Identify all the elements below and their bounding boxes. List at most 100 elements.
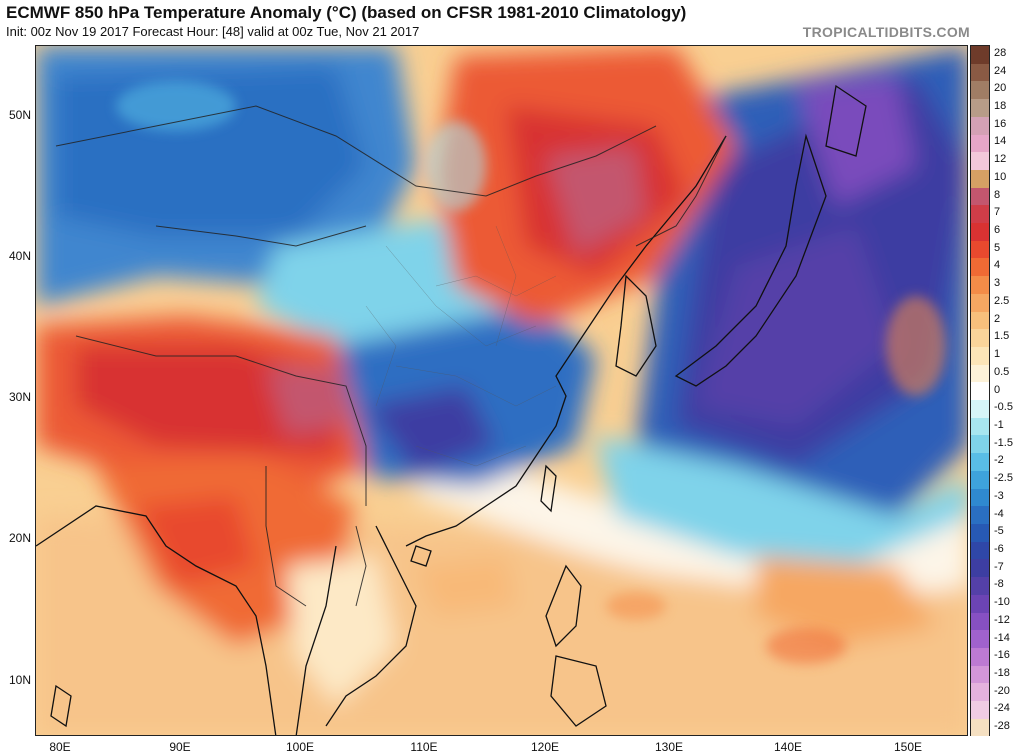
colorbar-swatch [971, 311, 989, 330]
colorbar-tick-label: 4 [994, 259, 1001, 272]
province-borders [365, 225, 557, 467]
colorbar-swatch [971, 506, 989, 524]
lon-label-100e: 100E [285, 740, 315, 754]
colorbar-swatch [971, 240, 989, 259]
colorbar-swatch [971, 683, 989, 702]
colorbar-tick-label: -2 [994, 454, 1004, 467]
colorbar-swatch [971, 701, 989, 719]
forecast-info: Init: 00z Nov 19 2017 Forecast Hour: [48… [6, 24, 420, 39]
colorbar-swatch [971, 665, 989, 684]
colorbar-tick-label: 1 [994, 348, 1001, 361]
lat-label-50n: 50N [8, 108, 31, 122]
colorbar-tick-label: 2.5 [994, 294, 1010, 307]
colorbar-tick-label: -5 [994, 525, 1004, 538]
colorbar-tick-label: 20 [994, 82, 1007, 95]
lat-label-10n: 10N [8, 673, 31, 687]
colorbar-tick-label: -3 [994, 489, 1004, 502]
colorbar-swatch [971, 612, 989, 631]
colorbar-swatch [971, 541, 989, 560]
colorbar-tick-label: -8 [994, 578, 1004, 591]
colorbar-swatch [971, 152, 989, 170]
lon-label-130e: 130E [654, 740, 684, 754]
colorbar-tick-label: 0 [994, 383, 1001, 396]
colorbar-swatch [971, 382, 989, 401]
colorbar-swatch [971, 99, 989, 117]
lon-label-140e: 140E [773, 740, 803, 754]
colorbar-swatch [971, 577, 989, 595]
colorbar-swatch [971, 594, 989, 613]
colorbar-swatch [971, 169, 989, 188]
colorbar-tick-label: 8 [994, 188, 1001, 201]
lon-label-120e: 120E [530, 740, 560, 754]
colorbar-tick-label: -1.5 [994, 436, 1013, 449]
colorbar-swatch [971, 329, 989, 347]
colorbar-tick-label: -14 [994, 631, 1010, 644]
colorbar-tick-label: 24 [994, 64, 1007, 77]
colorbar-swatch [971, 647, 989, 666]
colorbar-swatch [971, 364, 989, 383]
colorbar-swatch [971, 116, 989, 135]
lon-label-110e: 110E [410, 740, 438, 754]
colorbar-swatch [971, 718, 989, 737]
colorbar-swatch [971, 470, 989, 489]
colorbar-swatch [971, 258, 989, 277]
colorbar-tick-label: -28 [994, 720, 1010, 733]
colorbar-tick-label: 3 [994, 277, 1001, 290]
colorbar-tick-label: -2.5 [994, 472, 1013, 485]
colorbar-tick-label: 12 [994, 153, 1007, 166]
colorbar-tick-label: -6 [994, 542, 1004, 555]
colorbar-swatch [971, 134, 989, 153]
colorbar-swatch [971, 435, 989, 454]
colorbar-swatch [971, 276, 989, 294]
brand-watermark: TROPICALTIDBITS.COM [802, 24, 970, 40]
lat-label-40n: 40N [8, 249, 31, 263]
lat-label-30n: 30N [8, 390, 31, 404]
colorbar-swatch [971, 205, 989, 224]
colorbar [970, 45, 990, 737]
colorbar-swatch [971, 630, 989, 648]
anomaly-field [36, 46, 967, 735]
colorbar-swatch [971, 523, 989, 542]
colorbar-tick-label: 10 [994, 170, 1007, 183]
colorbar-tick-label: 1.5 [994, 330, 1010, 343]
lon-label-150e: 150E [893, 740, 923, 754]
colorbar-swatch [971, 488, 989, 507]
colorbar-tick-label: 7 [994, 206, 1001, 219]
lat-label-20n: 20N [8, 531, 31, 545]
colorbar-tick-label: -0.5 [994, 401, 1013, 414]
colorbar-tick-label: 6 [994, 224, 1001, 237]
colorbar-tick-label: -20 [994, 684, 1010, 697]
colorbar-swatch [971, 46, 989, 64]
map-title: ECMWF 850 hPa Temperature Anomaly (°C) (… [6, 3, 687, 22]
colorbar-swatch [971, 400, 989, 418]
colorbar-tick-label: 5 [994, 241, 1001, 254]
colorbar-tick-label: 18 [994, 100, 1007, 112]
colorbar-swatch [971, 417, 989, 436]
colorbar-tick-label: -10 [994, 596, 1010, 609]
colorbar-swatch [971, 453, 989, 471]
colorbar-swatch [971, 81, 989, 100]
colorbar-tick-label: -4 [994, 507, 1004, 520]
colorbar-swatch [971, 63, 989, 82]
colorbar-tick-label: -7 [994, 560, 1004, 573]
country-borders [55, 105, 727, 607]
colorbar-swatch [971, 559, 989, 578]
colorbar-tick-label: -1 [994, 418, 1004, 431]
colorbar-tick-label: 28 [994, 46, 1007, 59]
lon-label-90e: 90E [169, 740, 191, 754]
lon-label-80e: 80E [49, 740, 71, 754]
anomaly-map [35, 45, 968, 736]
colorbar-swatch [971, 223, 989, 241]
colorbar-tick-label: 16 [994, 117, 1007, 130]
colorbar-tick-label: -24 [994, 702, 1010, 715]
colorbar-tick-label: 14 [994, 135, 1007, 148]
colorbar-swatch [971, 187, 989, 206]
colorbar-tick-label: -12 [994, 613, 1010, 626]
colorbar-tick-label: -18 [994, 666, 1010, 679]
colorbar-tick-label: -16 [994, 649, 1010, 662]
colorbar-tick-label: 2 [994, 312, 1001, 325]
colorbar-swatch [971, 293, 989, 312]
colorbar-swatch [971, 346, 989, 365]
coastlines [36, 84, 867, 735]
colorbar-tick-label: 0.5 [994, 365, 1010, 378]
